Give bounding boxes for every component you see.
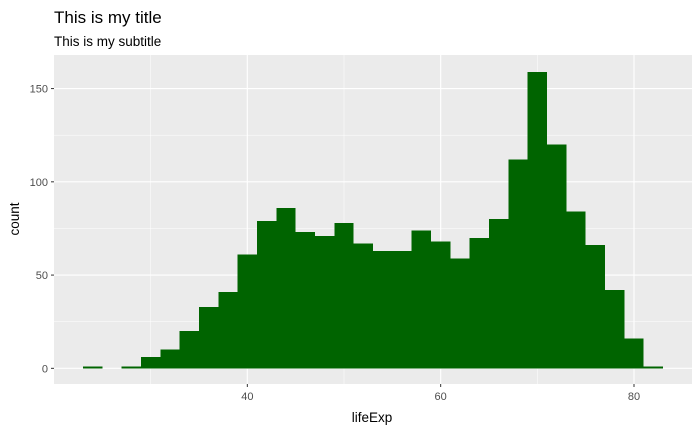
histogram-bar <box>353 243 373 369</box>
histogram-bar <box>295 232 315 369</box>
histogram-bar <box>392 250 412 369</box>
histogram-bar <box>643 366 663 369</box>
y-axis: 0 50 100 150 <box>30 84 54 375</box>
histogram-bar <box>566 211 586 369</box>
histogram-bar <box>527 71 547 369</box>
histogram-bar <box>218 291 238 369</box>
histogram-bar <box>411 230 431 369</box>
histogram-bar <box>489 219 509 369</box>
histogram-bar <box>160 349 180 369</box>
y-tick-label: 100 <box>30 177 48 189</box>
histogram-bar <box>334 222 354 369</box>
chart-title: This is my title <box>54 8 162 27</box>
x-tick-label: 40 <box>241 391 253 403</box>
histogram-bar <box>257 220 277 369</box>
x-axis: 40 60 80 <box>241 384 640 403</box>
histogram-bar <box>276 207 296 369</box>
chart-subtitle: This is my subtitle <box>54 34 161 49</box>
histogram-bar <box>373 250 393 369</box>
histogram-bar <box>508 159 528 369</box>
histogram-bar <box>431 241 451 369</box>
histogram-bar <box>605 290 625 369</box>
histogram-bar <box>237 254 257 369</box>
y-axis-title: count <box>7 202 22 235</box>
histogram-bar <box>547 144 567 369</box>
histogram-bar <box>199 306 219 369</box>
x-tick-label: 60 <box>435 391 447 403</box>
histogram-bar <box>624 338 644 369</box>
x-axis-title: lifeExp <box>352 410 393 425</box>
x-tick-label: 80 <box>628 391 640 403</box>
histogram-bar <box>121 366 141 369</box>
histogram-bar <box>469 237 489 369</box>
histogram-bar <box>585 245 605 369</box>
y-tick-label: 0 <box>42 363 48 375</box>
histogram-bar <box>315 235 335 369</box>
y-tick-label: 150 <box>30 84 48 96</box>
histogram-bars <box>83 71 663 369</box>
histogram-bar <box>83 366 103 369</box>
histogram-bar <box>141 357 161 369</box>
histogram-bar <box>179 331 199 369</box>
y-tick-label: 50 <box>36 270 48 282</box>
histogram-bar <box>450 258 470 369</box>
